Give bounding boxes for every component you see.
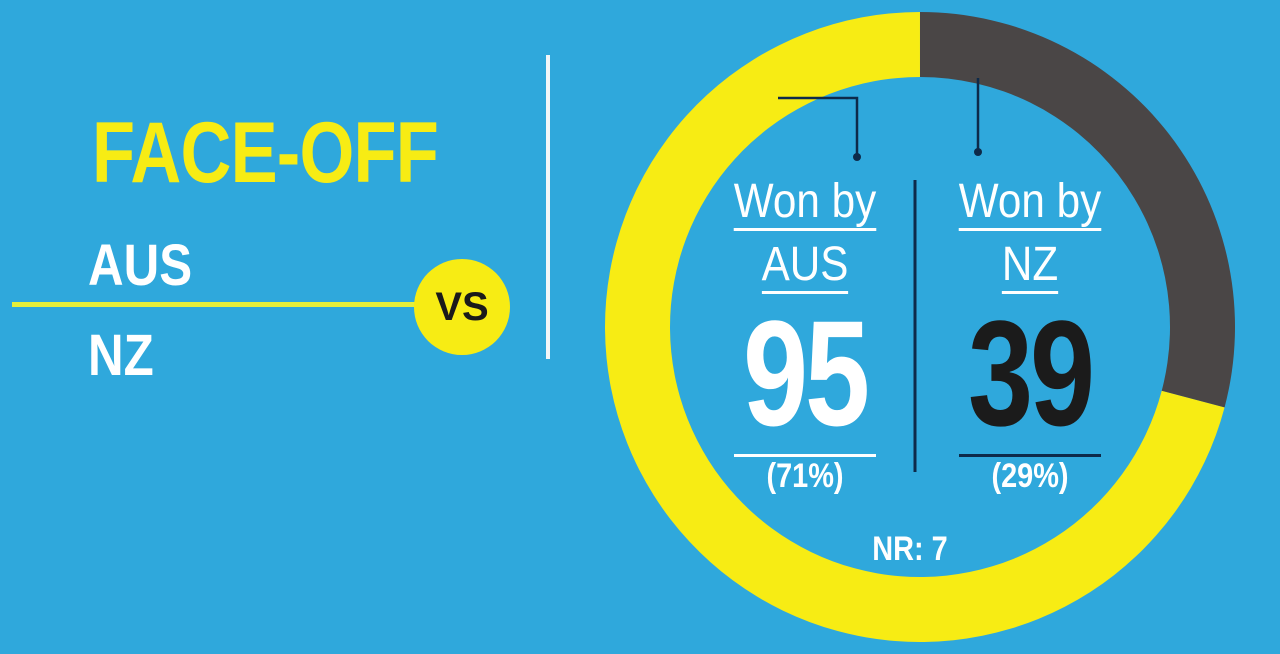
aus-percent: (71%)	[766, 457, 844, 495]
nz-rule	[959, 454, 1101, 457]
vertical-divider	[546, 55, 550, 359]
nz-stat: Won by NZ 39 (29%)	[920, 178, 1140, 496]
nz-won-by-label: Won by	[958, 178, 1102, 231]
nz-percent: (29%)	[991, 457, 1069, 495]
team-aus-label: AUS	[88, 233, 193, 298]
nz-leader-dot	[974, 148, 982, 156]
aus-leader-line	[778, 96, 859, 156]
aus-leader-dot	[853, 153, 861, 161]
vs-badge: VS	[414, 259, 510, 355]
team-nz-label: NZ	[88, 323, 154, 388]
page-title: FACE-OFF	[92, 105, 439, 201]
aus-team-label: AUS	[761, 241, 849, 294]
aus-wins-value: 95	[743, 289, 870, 457]
no-result-label: NR: 7	[872, 530, 948, 568]
divider-line	[12, 302, 432, 307]
aus-won-by-label: Won by	[733, 178, 877, 231]
aus-stat: Won by AUS 95 (71%)	[695, 178, 915, 496]
nz-team-label: NZ	[1001, 241, 1059, 294]
donut-segment-nz	[920, 12, 1235, 408]
aus-rule	[734, 454, 876, 457]
nz-wins-value: 39	[968, 289, 1095, 457]
